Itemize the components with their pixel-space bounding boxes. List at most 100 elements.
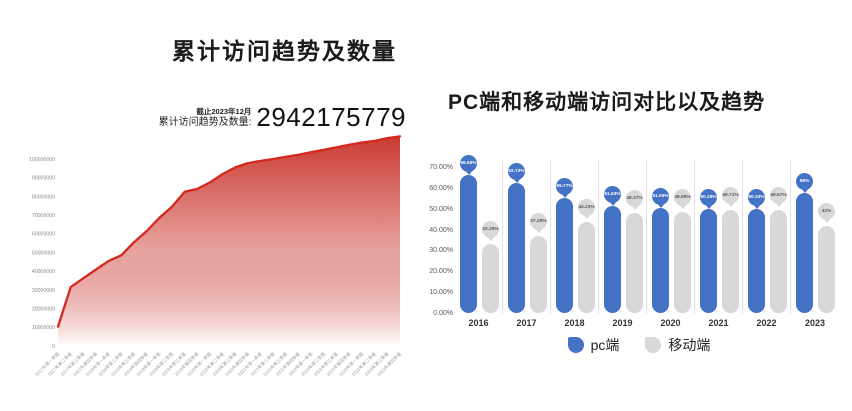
pc-value-balloon: 66.65% — [460, 154, 477, 175]
percent-tick-label: 60.00% — [429, 184, 453, 192]
balloon-bubble: 49.71% — [722, 187, 739, 205]
balloon-tail-icon — [512, 178, 521, 184]
mobile-bar — [578, 221, 595, 313]
year-group: 50.29% 49.71% 2021 — [695, 160, 743, 328]
percent-tick-label: 10.00% — [429, 289, 453, 297]
balloon-tail-icon — [464, 169, 473, 175]
pc-value-balloon: 51.63% — [604, 186, 621, 207]
year-group: 62.72% 37.28% 2017 — [503, 160, 551, 328]
y-tick-label: 50000000 — [32, 250, 55, 256]
balloon-bubble: 37.28% — [530, 213, 547, 231]
balloon-tail-icon — [726, 202, 735, 208]
pc-legend-marker-icon — [567, 337, 584, 353]
balloon-tail-icon — [822, 218, 831, 224]
percent-tick-label: 30.00% — [429, 247, 453, 255]
balloon-tail-icon — [608, 201, 617, 207]
pc-bar — [796, 193, 813, 313]
pc-bar — [700, 209, 717, 313]
year-group: 50.33% 49.67% 2022 — [743, 160, 791, 328]
mobile-legend-marker-icon — [645, 337, 662, 353]
y-tick-label: 80000000 — [32, 194, 55, 200]
year-label: 2017 — [516, 318, 537, 328]
year-label: 2016 — [468, 318, 489, 328]
balloon-bubble: 48.95% — [674, 188, 691, 206]
y-tick-label: 100000000 — [29, 157, 55, 163]
trend-line — [56, 135, 402, 328]
year-label: 2022 — [756, 318, 777, 328]
mobile-bar — [626, 213, 643, 313]
pc-value-balloon: 51.05% — [652, 187, 669, 208]
y-tick-label: 40000000 — [32, 269, 55, 275]
legend: pc端 移动端 — [426, 335, 852, 355]
balloon-tail-icon — [656, 202, 665, 208]
year-groups: 66.65% 33.35% 2016 62.72% 37.28% 2017 55.77% 44… — [455, 154, 839, 328]
year-group: 51.05% 48.95% 2020 — [647, 160, 695, 328]
balloon-tail-icon — [486, 236, 495, 242]
pc-legend-label: pc端 — [590, 337, 620, 353]
year-label: 2019 — [612, 318, 633, 328]
mobile-legend-label: 移动端 — [668, 337, 711, 353]
mobile-bar — [818, 226, 835, 313]
y-tick-label: 60000000 — [32, 232, 55, 238]
balloon-bubble: 58% — [796, 173, 813, 190]
mobile-value-balloon: 48.95% — [674, 188, 691, 209]
balloon-bubble: 44.23% — [578, 198, 595, 216]
as-of-date-label: 截止2023年12月 — [196, 106, 252, 116]
balloon-tail-icon — [774, 202, 783, 208]
mobile-bar — [530, 236, 547, 313]
mobile-value-balloon: 42% — [818, 203, 835, 224]
balloon-tail-icon — [678, 203, 687, 209]
balloon-bubble: 66.65% — [460, 154, 477, 172]
total-annotation: 截止2023年12月 累计访问趋势及数量: 2942175779 — [0, 102, 406, 132]
mobile-bar — [722, 210, 739, 313]
mobile-bar — [674, 211, 691, 313]
pc-value-balloon: 50.29% — [700, 189, 717, 209]
balloon-bubble: 50.29% — [700, 189, 717, 206]
year-label: 2021 — [708, 318, 729, 328]
percent-tick-label: 50.00% — [429, 205, 453, 213]
legend-item-pc: pc端 — [567, 335, 620, 355]
y-tick-label: 90000000 — [32, 176, 55, 182]
year-group: 66.65% 33.35% 2016 — [455, 154, 503, 328]
balloon-bubble: 48.37% — [626, 190, 643, 208]
mobile-bar — [770, 210, 787, 313]
pc-bar — [604, 206, 621, 313]
year-group: 55.77% 44.23% 2018 — [551, 160, 599, 328]
y-tick-label: 70000000 — [32, 213, 55, 219]
percent-tick-label: 20.00% — [429, 268, 453, 276]
mobile-value-balloon: 48.37% — [626, 190, 643, 211]
metric-label: 累计访问趋势及数量: — [158, 117, 252, 129]
pc-value-balloon: 50.33% — [748, 189, 765, 209]
lollipop-plot: 70.00% 60.00% 50.00% 40.00% 30.00% 20.00% 10.0… — [426, 154, 852, 340]
mobile-value-balloon: 44.23% — [578, 198, 595, 219]
pc-bar — [460, 174, 477, 313]
y-tick-label: 30000000 — [32, 288, 55, 294]
mobile-value-balloon: 37.28% — [530, 213, 547, 234]
mobile-value-balloon: 49.71% — [722, 187, 739, 208]
balloon-tail-icon — [704, 204, 713, 209]
mobile-value-balloon: 49.67% — [770, 187, 787, 208]
year-label: 2020 — [660, 318, 681, 328]
annotation-labels: 截止2023年12月 累计访问趋势及数量: — [158, 106, 252, 129]
pc-mobile-panel: PC端和移动端访问对比以及趋势 70.00% 60.00% 50.00% 40.00%… — [426, 85, 852, 411]
balloon-tail-icon — [534, 228, 543, 234]
percent-y-axis: 70.00% 60.00% 50.00% 40.00% 30.00% 20.00% 10.0… — [426, 160, 453, 317]
percent-tick-label: 40.00% — [429, 226, 453, 234]
mobile-bar — [482, 244, 499, 313]
balloon-bubble: 42% — [818, 203, 835, 221]
balloon-tail-icon — [582, 213, 591, 219]
area-fill — [58, 136, 400, 346]
balloon-tail-icon — [800, 188, 809, 193]
year-label: 2018 — [564, 318, 585, 328]
cumulative-visits-panel: 累计访问趋势及数量 截止2023年12月 累计访问趋势及数量: 29421757… — [0, 38, 406, 378]
pc-value-balloon: 58% — [796, 173, 813, 193]
pc-bar — [508, 183, 525, 313]
total-visits-value: 2942175779 — [256, 102, 406, 132]
y-tick-label: 0 — [52, 344, 55, 350]
pc-bar — [748, 209, 765, 313]
balloon-bubble: 51.63% — [604, 186, 621, 204]
balloon-tail-icon — [630, 205, 639, 211]
percent-tick-label: 70.00% — [429, 163, 453, 171]
legend-item-mobile: 移动端 — [645, 335, 710, 355]
percent-tick-label: 0.00% — [433, 310, 453, 317]
